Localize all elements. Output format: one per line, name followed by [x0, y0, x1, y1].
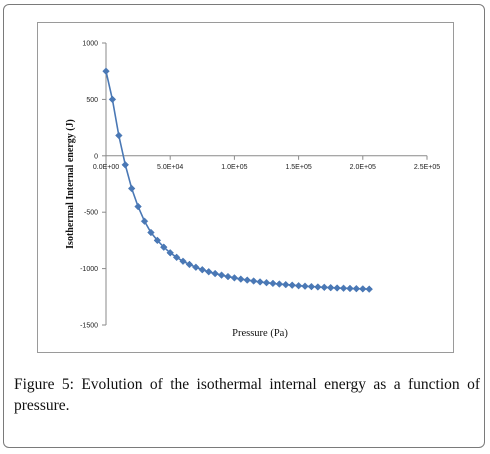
- data-point: [140, 217, 149, 225]
- data-point: [211, 269, 219, 278]
- data-point: [127, 184, 136, 193]
- data-point: [243, 276, 251, 284]
- figure-caption-text: Evolution of the isothermal internal ene…: [14, 376, 480, 414]
- data-point: [115, 131, 123, 140]
- y-tick-label: 0: [94, 153, 98, 160]
- chart-svg: 1000 500 0 -500 -1000 -1500 0.0E+00 5.0E+04 1.0E…: [65, 41, 440, 340]
- figure-caption: Figure 5: Evolution of the isothermal in…: [14, 374, 480, 416]
- data-point: [179, 257, 187, 266]
- x-axis-label: Pressure (Pa): [232, 328, 288, 339]
- y-tick-label: -1000: [80, 266, 98, 273]
- data-point: [108, 95, 117, 104]
- data-point: [352, 284, 361, 293]
- y-tick-label: 1000: [82, 41, 98, 48]
- data-point: [301, 282, 309, 290]
- series-line: [105, 71, 370, 290]
- data-point: [307, 282, 316, 291]
- data-point: [102, 67, 110, 75]
- data-point: [256, 278, 264, 286]
- figure-frame: [3, 4, 485, 448]
- data-point: [121, 161, 130, 169]
- data-point: [294, 281, 303, 290]
- data-point: [320, 283, 329, 292]
- y-tick-label: -1500: [80, 323, 98, 330]
- data-point: [147, 228, 155, 237]
- y-tick-label: 500: [86, 97, 98, 104]
- data-point: [333, 284, 341, 292]
- data-point: [217, 271, 226, 279]
- data-point: [172, 253, 181, 262]
- data-point: [282, 280, 290, 289]
- data-point: [224, 272, 232, 281]
- data-point: [230, 274, 239, 282]
- data-point: [249, 277, 258, 285]
- data-point: [185, 260, 194, 269]
- data-point: [288, 281, 296, 289]
- data-point: [166, 249, 174, 257]
- data-point: [275, 280, 284, 288]
- x-tick-label: 0.0E+00: [93, 164, 119, 171]
- data-point: [365, 285, 373, 293]
- data-point: [204, 268, 213, 276]
- x-tick-label: 2.0E+05: [350, 164, 376, 171]
- data-point: [326, 283, 335, 292]
- data-point: [237, 275, 245, 283]
- x-tick-label: 1.0E+05: [221, 164, 247, 171]
- data-point: [134, 202, 142, 211]
- data-point: [339, 284, 348, 292]
- data-point: [346, 284, 354, 293]
- x-tick-label: 2.5E+05: [414, 164, 440, 171]
- figure-label: Figure 5:: [14, 376, 74, 393]
- y-axis-label: Isothermal Internal energy (J): [65, 119, 76, 249]
- data-point: [262, 278, 271, 287]
- chart-area: 1000 500 0 -500 -1000 -1500 0.0E+00 5.0E+04 1.0E…: [37, 22, 454, 353]
- x-tick-label: 5.0E+04: [157, 164, 183, 171]
- data-point: [314, 283, 322, 291]
- x-tick-label: 1.5E+05: [285, 164, 311, 171]
- y-tick-label: -500: [84, 210, 98, 217]
- data-point: [153, 236, 162, 245]
- data-point: [359, 285, 367, 293]
- data-point: [192, 263, 200, 271]
- data-point: [160, 243, 168, 251]
- data-point: [198, 265, 207, 274]
- data-point: [269, 279, 277, 288]
